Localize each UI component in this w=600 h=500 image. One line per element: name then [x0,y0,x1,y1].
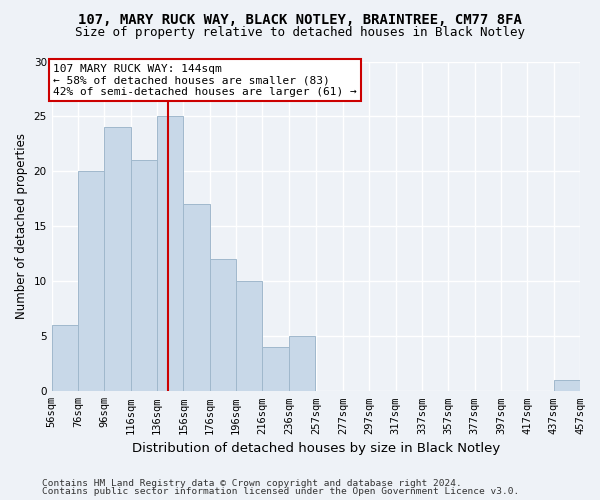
Text: Contains HM Land Registry data © Crown copyright and database right 2024.: Contains HM Land Registry data © Crown c… [42,478,462,488]
Bar [289,336,315,392]
Bar [554,380,580,392]
Bar [104,128,131,392]
Text: Contains public sector information licensed under the Open Government Licence v3: Contains public sector information licen… [42,487,519,496]
Y-axis label: Number of detached properties: Number of detached properties [15,134,28,320]
X-axis label: Distribution of detached houses by size in Black Notley: Distribution of detached houses by size … [132,442,500,455]
Text: 107 MARY RUCK WAY: 144sqm
← 58% of detached houses are smaller (83)
42% of semi-: 107 MARY RUCK WAY: 144sqm ← 58% of detac… [53,64,357,97]
Bar [52,326,78,392]
Bar [262,348,289,392]
Text: Size of property relative to detached houses in Black Notley: Size of property relative to detached ho… [75,26,525,39]
Bar [210,260,236,392]
Bar [78,172,104,392]
Bar [236,282,262,392]
Text: 107, MARY RUCK WAY, BLACK NOTLEY, BRAINTREE, CM77 8FA: 107, MARY RUCK WAY, BLACK NOTLEY, BRAINT… [78,12,522,26]
Bar [131,160,157,392]
Bar [157,116,184,392]
Bar [184,204,210,392]
